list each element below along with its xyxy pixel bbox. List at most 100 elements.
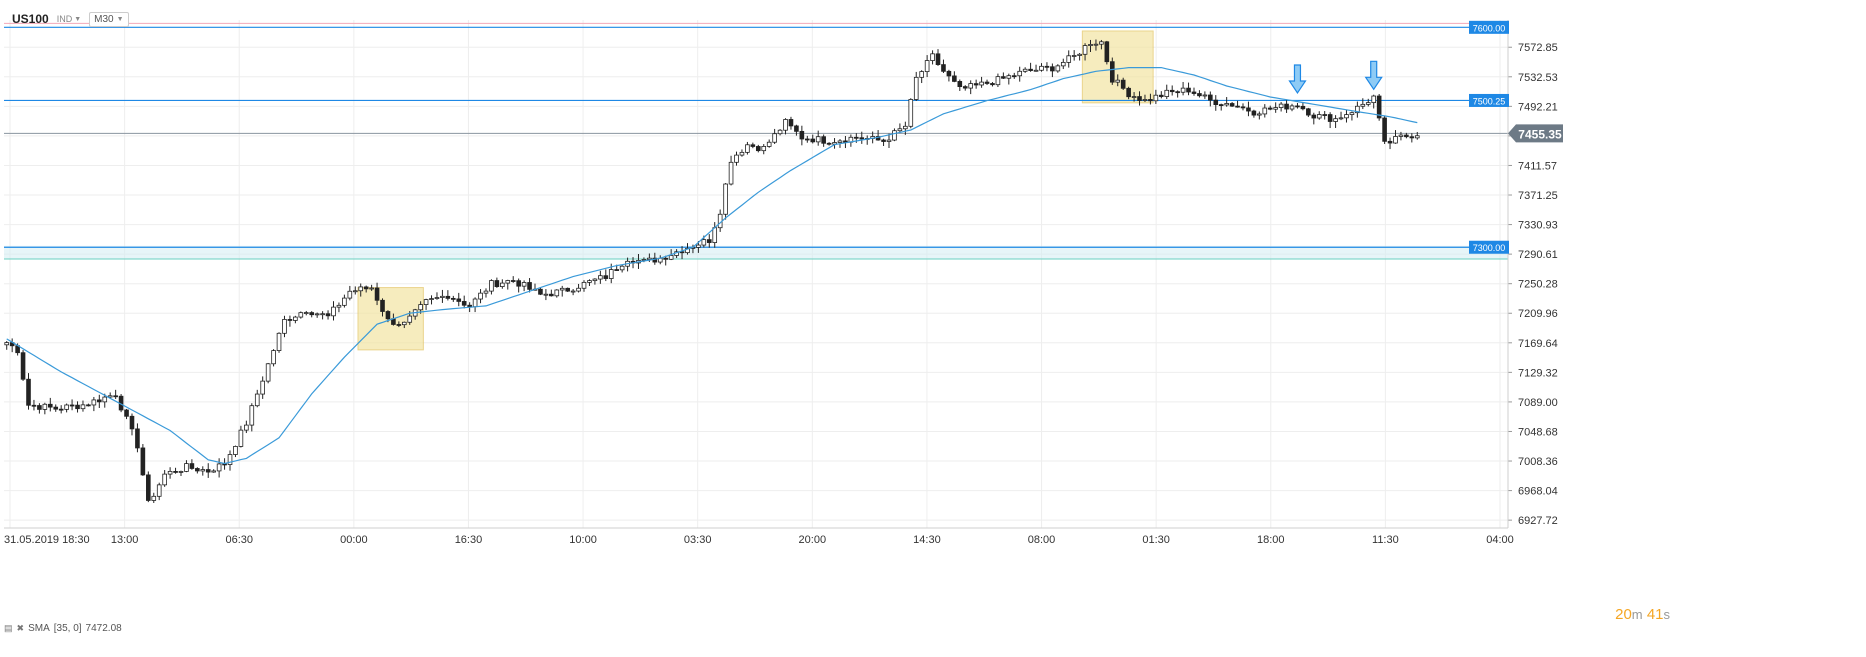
candle-body bbox=[124, 409, 129, 417]
level-tag[interactable]: 7600.00 bbox=[1469, 20, 1509, 34]
candle-body bbox=[587, 280, 592, 283]
candle bbox=[815, 130, 821, 146]
candle bbox=[1175, 90, 1180, 98]
candle bbox=[826, 142, 832, 146]
candle bbox=[821, 134, 826, 147]
candle bbox=[897, 123, 903, 134]
candle bbox=[238, 425, 244, 448]
candle bbox=[124, 408, 129, 420]
candle bbox=[156, 482, 162, 501]
chevron-down-icon: ▼ bbox=[74, 15, 82, 23]
candle bbox=[1142, 94, 1148, 103]
candle-body bbox=[1273, 107, 1278, 110]
candle bbox=[260, 376, 265, 399]
candle bbox=[1055, 64, 1061, 73]
level-tag[interactable]: 7500.25 bbox=[1469, 93, 1509, 107]
candle-body bbox=[500, 282, 505, 287]
candle-body bbox=[559, 287, 565, 291]
candle-body bbox=[26, 378, 31, 406]
candle bbox=[1311, 112, 1317, 125]
highlight-zones bbox=[4, 30, 1508, 351]
symbol-label[interactable]: US100 bbox=[12, 12, 49, 26]
candle bbox=[20, 350, 26, 381]
candle-body bbox=[1088, 44, 1093, 46]
candle-body bbox=[1257, 113, 1262, 116]
candle-body bbox=[91, 399, 97, 406]
candle-body bbox=[723, 183, 728, 215]
candle bbox=[1273, 102, 1278, 113]
candle bbox=[140, 444, 146, 476]
candle-body bbox=[1300, 105, 1306, 110]
candle-body bbox=[750, 144, 756, 147]
candle-body bbox=[363, 286, 369, 290]
sma-line bbox=[6, 67, 1418, 465]
candle-body bbox=[570, 290, 576, 293]
y-tick-label: 7572.85 bbox=[1518, 42, 1558, 54]
y-tick-label: 6968.04 bbox=[1518, 486, 1558, 498]
candle bbox=[1371, 94, 1377, 109]
x-tick-label: 13:00 bbox=[111, 534, 139, 546]
candle-body bbox=[968, 83, 973, 89]
candle bbox=[1224, 97, 1229, 107]
close-icon[interactable]: ✖ bbox=[16, 623, 25, 633]
y-tick-label: 7290.61 bbox=[1518, 249, 1558, 261]
candle bbox=[745, 141, 750, 155]
candle-body bbox=[211, 470, 216, 473]
candle-body bbox=[1039, 65, 1044, 71]
arrow-down-icon[interactable] bbox=[1364, 60, 1383, 91]
time-axis[interactable]: 31.05.2019 18:30 13:00 06:30 00:00 16:30 10:0… bbox=[4, 527, 1514, 546]
candle bbox=[167, 467, 173, 479]
arrow-down-icon[interactable] bbox=[1288, 64, 1307, 95]
candle bbox=[1382, 116, 1387, 145]
level-tag[interactable]: 7300.00 bbox=[1469, 240, 1509, 254]
candle-body bbox=[663, 257, 669, 260]
candle bbox=[347, 285, 353, 301]
horizontal-levels[interactable] bbox=[4, 22, 1508, 248]
symbol-type-dropdown[interactable]: IND ▼ bbox=[57, 14, 81, 24]
candle-body bbox=[374, 287, 380, 301]
candle-body bbox=[418, 304, 423, 311]
candle-body bbox=[1126, 87, 1131, 98]
current-price-tag[interactable]: 7455.35 bbox=[1508, 124, 1563, 143]
candle bbox=[205, 463, 211, 478]
bars-icon[interactable]: ▤ bbox=[4, 623, 13, 633]
candle-body bbox=[451, 297, 456, 300]
candle bbox=[445, 290, 451, 301]
candle-body bbox=[396, 324, 402, 326]
level-tags[interactable]: 7600.00 7500.25 7300.00 7455.35 bbox=[1469, 20, 1563, 254]
candle bbox=[930, 50, 935, 65]
candle-body bbox=[42, 403, 48, 410]
x-tick-label: 10:00 bbox=[569, 534, 597, 546]
timeframe-dropdown[interactable]: M30 ▼ bbox=[89, 11, 129, 27]
candle bbox=[1120, 77, 1126, 90]
candle bbox=[1006, 73, 1012, 85]
candle-body bbox=[423, 299, 429, 305]
candle bbox=[42, 402, 48, 415]
arrow-markers[interactable] bbox=[1288, 60, 1383, 95]
candle bbox=[1246, 101, 1251, 117]
candle bbox=[276, 332, 282, 353]
candle-body bbox=[4, 342, 10, 346]
candle bbox=[543, 289, 549, 301]
candle bbox=[810, 134, 816, 144]
candle bbox=[1088, 39, 1093, 52]
timer-minutes-unit: m bbox=[1631, 607, 1643, 622]
candle-body bbox=[205, 469, 211, 473]
candle bbox=[875, 130, 881, 141]
candle-body bbox=[1251, 110, 1257, 116]
candle bbox=[135, 423, 140, 453]
candle-body bbox=[483, 290, 489, 294]
candle-body bbox=[821, 136, 826, 144]
candle bbox=[282, 315, 287, 338]
price-axis[interactable]: 7572.857532.537492.217451.897411.577371.… bbox=[1507, 20, 1558, 528]
candle bbox=[129, 413, 135, 436]
timer-seconds-unit: s bbox=[1663, 607, 1671, 622]
candle bbox=[162, 470, 167, 487]
candle-body bbox=[1082, 45, 1088, 55]
level-tag-label: 7300.00 bbox=[1473, 243, 1506, 253]
candle bbox=[957, 79, 963, 91]
candle-body bbox=[538, 288, 543, 295]
candle bbox=[1365, 98, 1371, 107]
